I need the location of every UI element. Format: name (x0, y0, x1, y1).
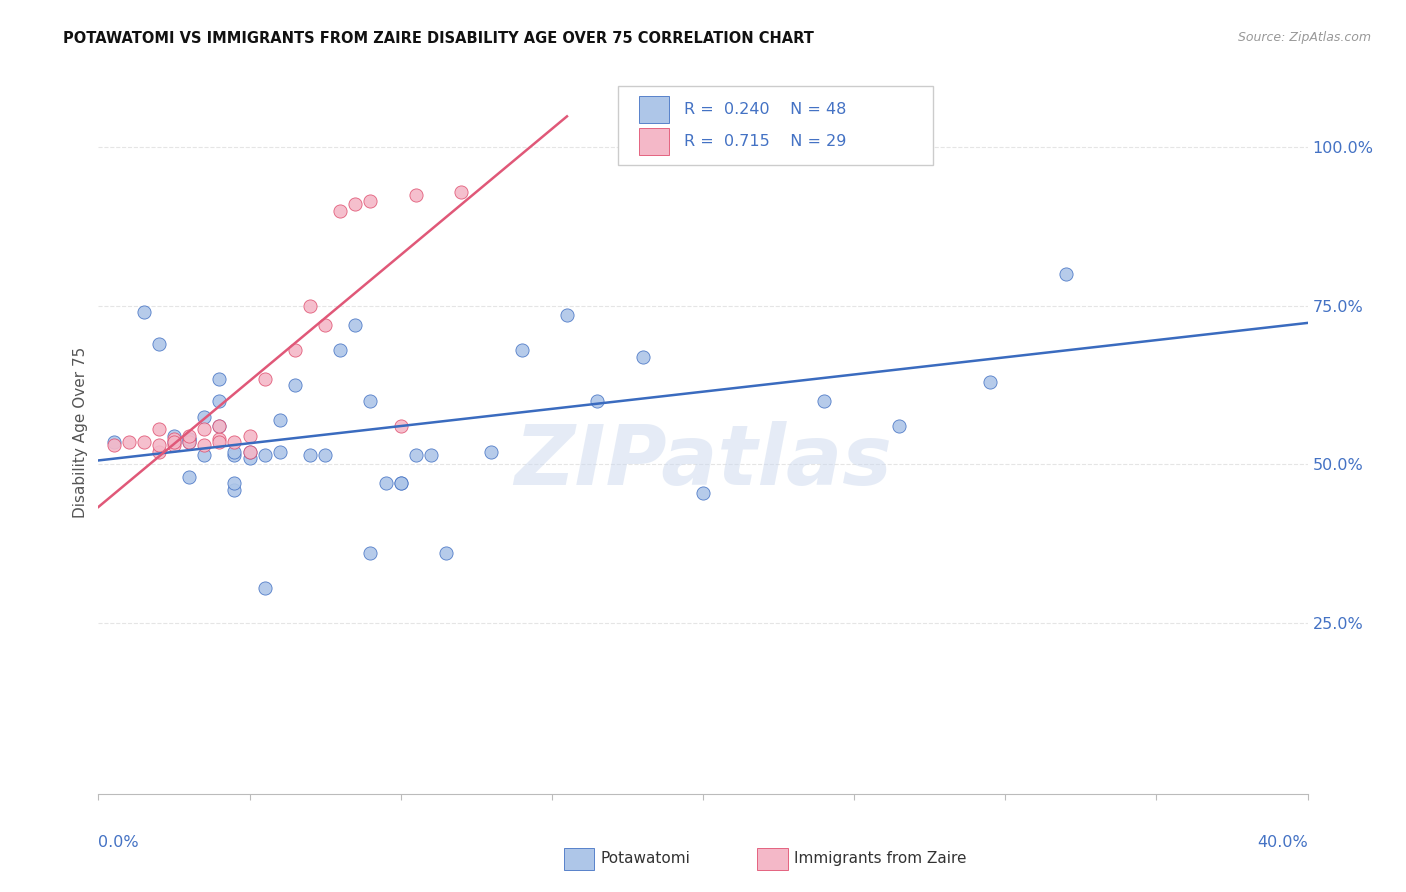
FancyBboxPatch shape (758, 848, 787, 870)
Text: Potawatomi: Potawatomi (600, 851, 690, 866)
FancyBboxPatch shape (638, 128, 669, 155)
Point (631, 350, 654, 364)
Point (239, 450, 262, 465)
Point (239, 444, 262, 458)
Point (405, 188, 427, 202)
Point (163, 438, 186, 452)
Point (208, 435, 231, 450)
Point (224, 476, 246, 491)
Point (253, 448, 276, 462)
Point (148, 422, 170, 436)
Text: Source: ZipAtlas.com: Source: ZipAtlas.com (1237, 31, 1371, 45)
Point (148, 438, 170, 452)
Point (179, 435, 201, 450)
Point (299, 448, 322, 462)
Point (586, 393, 609, 408)
Point (103, 438, 125, 452)
Point (389, 476, 412, 491)
Point (208, 372, 231, 386)
FancyBboxPatch shape (638, 96, 669, 123)
Point (118, 435, 141, 450)
Point (329, 203, 352, 218)
Point (314, 318, 336, 332)
Point (813, 393, 835, 408)
Point (224, 483, 246, 497)
Text: POTAWATOMI VS IMMIGRANTS FROM ZAIRE DISABILITY AGE OVER 75 CORRELATION CHART: POTAWATOMI VS IMMIGRANTS FROM ZAIRE DISA… (63, 31, 814, 46)
Point (163, 432, 186, 446)
Point (163, 435, 186, 450)
Point (224, 448, 246, 462)
Point (434, 546, 457, 560)
Point (360, 393, 382, 408)
Point (360, 194, 382, 209)
Point (253, 372, 276, 386)
Y-axis label: Disability Age Over 75: Disability Age Over 75 (73, 347, 89, 518)
Point (179, 432, 201, 446)
Text: ZIPatlas: ZIPatlas (515, 421, 891, 502)
Point (163, 435, 186, 450)
Point (179, 429, 201, 443)
Point (239, 444, 262, 458)
Point (163, 429, 186, 443)
Text: R =  0.715    N = 29: R = 0.715 N = 29 (683, 134, 846, 149)
Point (450, 185, 472, 199)
Point (208, 419, 231, 434)
Point (344, 318, 367, 332)
Point (344, 197, 367, 211)
Point (224, 444, 246, 458)
Point (979, 375, 1001, 389)
Point (193, 409, 215, 424)
FancyBboxPatch shape (619, 86, 932, 165)
Point (193, 438, 215, 452)
Point (481, 444, 503, 458)
Point (1054, 267, 1077, 281)
Point (692, 485, 714, 500)
Point (360, 546, 382, 560)
Point (314, 448, 336, 462)
Point (179, 435, 201, 450)
Point (208, 393, 231, 408)
Point (132, 435, 155, 450)
Text: 40.0%: 40.0% (1257, 835, 1308, 850)
Point (269, 444, 291, 458)
Point (389, 419, 412, 434)
Text: Immigrants from Zaire: Immigrants from Zaire (793, 851, 966, 866)
FancyBboxPatch shape (564, 848, 595, 870)
Point (329, 343, 352, 358)
Point (132, 305, 155, 319)
Point (179, 470, 201, 484)
Point (420, 448, 443, 462)
Point (555, 309, 578, 323)
Point (510, 343, 533, 358)
Point (208, 432, 231, 446)
Point (374, 476, 396, 491)
Point (103, 435, 125, 450)
Point (284, 378, 307, 392)
Point (148, 444, 170, 458)
Point (239, 429, 262, 443)
Point (193, 448, 215, 462)
Point (224, 435, 246, 450)
Text: R =  0.240    N = 48: R = 0.240 N = 48 (683, 103, 846, 117)
Point (269, 413, 291, 427)
Point (299, 299, 322, 313)
Point (148, 337, 170, 351)
Point (284, 343, 307, 358)
Point (253, 581, 276, 595)
Point (193, 422, 215, 436)
Text: 0.0%: 0.0% (98, 835, 139, 850)
Point (405, 448, 427, 462)
Point (208, 419, 231, 434)
Point (179, 432, 201, 446)
Point (389, 476, 412, 491)
Point (889, 419, 911, 434)
